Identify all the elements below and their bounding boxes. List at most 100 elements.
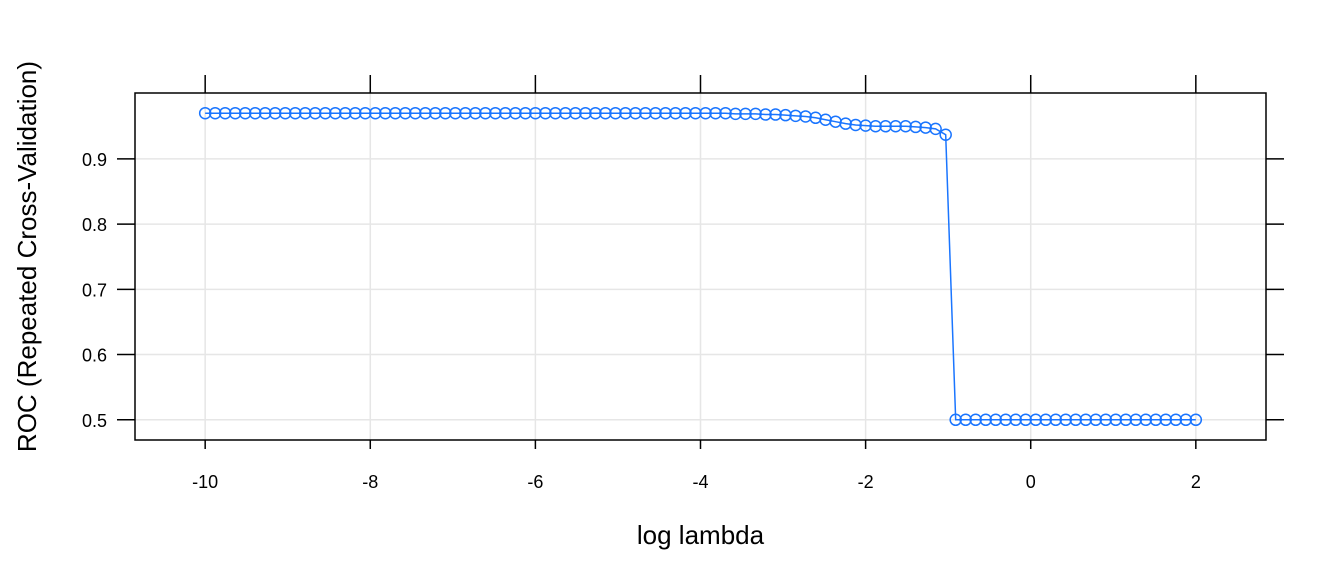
data-point	[1059, 413, 1072, 427]
data-point	[779, 108, 792, 122]
data-point	[389, 106, 402, 120]
data-point	[679, 106, 692, 120]
data-point	[1149, 413, 1163, 427]
data-point	[489, 106, 502, 120]
x-tick-label: 0	[1026, 472, 1036, 492]
data-point	[298, 106, 312, 120]
data-point	[369, 106, 382, 120]
x-tick-label: -8	[362, 472, 378, 492]
data-point	[509, 106, 522, 120]
x-tick-label: 2	[1191, 472, 1201, 492]
x-tick-label: -4	[692, 472, 708, 492]
data-point	[719, 106, 732, 120]
y-tick-label: 0.8	[82, 215, 107, 235]
data-point	[919, 121, 932, 134]
data-point	[238, 106, 252, 120]
data-point	[429, 106, 442, 120]
data-point	[549, 106, 562, 120]
data-point	[479, 106, 492, 120]
data-point	[909, 120, 922, 134]
data-point	[979, 413, 992, 427]
data-point	[1129, 413, 1143, 427]
data-point	[1049, 413, 1062, 427]
data-point	[288, 106, 302, 120]
data-point	[358, 106, 372, 120]
data-point	[789, 109, 802, 123]
data-point	[689, 106, 702, 120]
data-point	[1079, 413, 1093, 427]
x-tick-label: -2	[858, 472, 874, 492]
data-point	[379, 106, 392, 120]
data-point	[599, 106, 612, 120]
data-point	[729, 107, 742, 121]
y-axis-title: ROC (Repeated Cross-Validation)	[12, 61, 42, 452]
data-point	[989, 413, 1002, 427]
data-point	[268, 106, 282, 120]
data-point	[569, 106, 582, 120]
data-point	[1039, 413, 1052, 427]
data-point	[1069, 413, 1082, 427]
data-point	[499, 106, 512, 120]
data-point	[208, 106, 222, 120]
data-point	[639, 106, 652, 120]
data-point	[459, 106, 472, 120]
data-point	[759, 108, 772, 121]
data-point	[319, 106, 332, 120]
data-point	[529, 106, 542, 120]
data-point	[469, 106, 482, 120]
data-point	[579, 106, 592, 120]
data-point	[589, 106, 602, 120]
data-point	[399, 106, 412, 120]
data-point	[659, 106, 672, 120]
grid-layer	[135, 93, 1266, 440]
data-point	[439, 106, 452, 120]
data-point	[559, 106, 572, 120]
y-tick-label: 0.5	[82, 411, 107, 431]
data-point	[258, 106, 272, 120]
data-point	[939, 128, 952, 141]
data-point	[609, 106, 622, 120]
data-point	[329, 106, 342, 120]
data-point	[999, 413, 1012, 427]
data-point	[519, 106, 532, 120]
data-point	[1109, 413, 1123, 427]
y-tick-label: 0.9	[82, 150, 107, 170]
data-point	[869, 120, 882, 133]
data-point	[1169, 413, 1183, 427]
data-point	[749, 107, 762, 121]
data-point	[308, 106, 322, 120]
data-point	[419, 106, 432, 120]
x-tick-label: -6	[527, 472, 543, 492]
data-point	[849, 118, 862, 132]
data-point	[899, 120, 912, 133]
data-point	[349, 106, 362, 120]
data-point	[859, 119, 872, 132]
data-point	[1119, 413, 1133, 427]
data-point	[739, 107, 752, 121]
data-point	[1189, 413, 1203, 427]
data-point	[799, 110, 812, 123]
data-point	[1019, 413, 1032, 427]
data-point	[1029, 413, 1043, 427]
data-point	[699, 106, 712, 120]
data-point	[1009, 413, 1022, 427]
data-point	[1089, 413, 1103, 427]
data-point	[1139, 413, 1153, 427]
data-point	[619, 106, 632, 120]
data-point	[198, 106, 212, 120]
data-point	[449, 106, 462, 120]
x-tick-label: -10	[192, 472, 218, 492]
data-point	[539, 106, 552, 120]
data-point	[228, 106, 242, 120]
y-tick-label: 0.6	[82, 346, 107, 366]
data-point	[339, 106, 352, 120]
data-point	[969, 413, 982, 427]
data-point	[879, 120, 892, 133]
data-point	[709, 106, 722, 120]
series-layer	[198, 106, 1203, 427]
data-point	[839, 117, 852, 130]
data-point	[669, 106, 682, 120]
data-point	[629, 106, 642, 120]
data-point	[248, 106, 262, 120]
